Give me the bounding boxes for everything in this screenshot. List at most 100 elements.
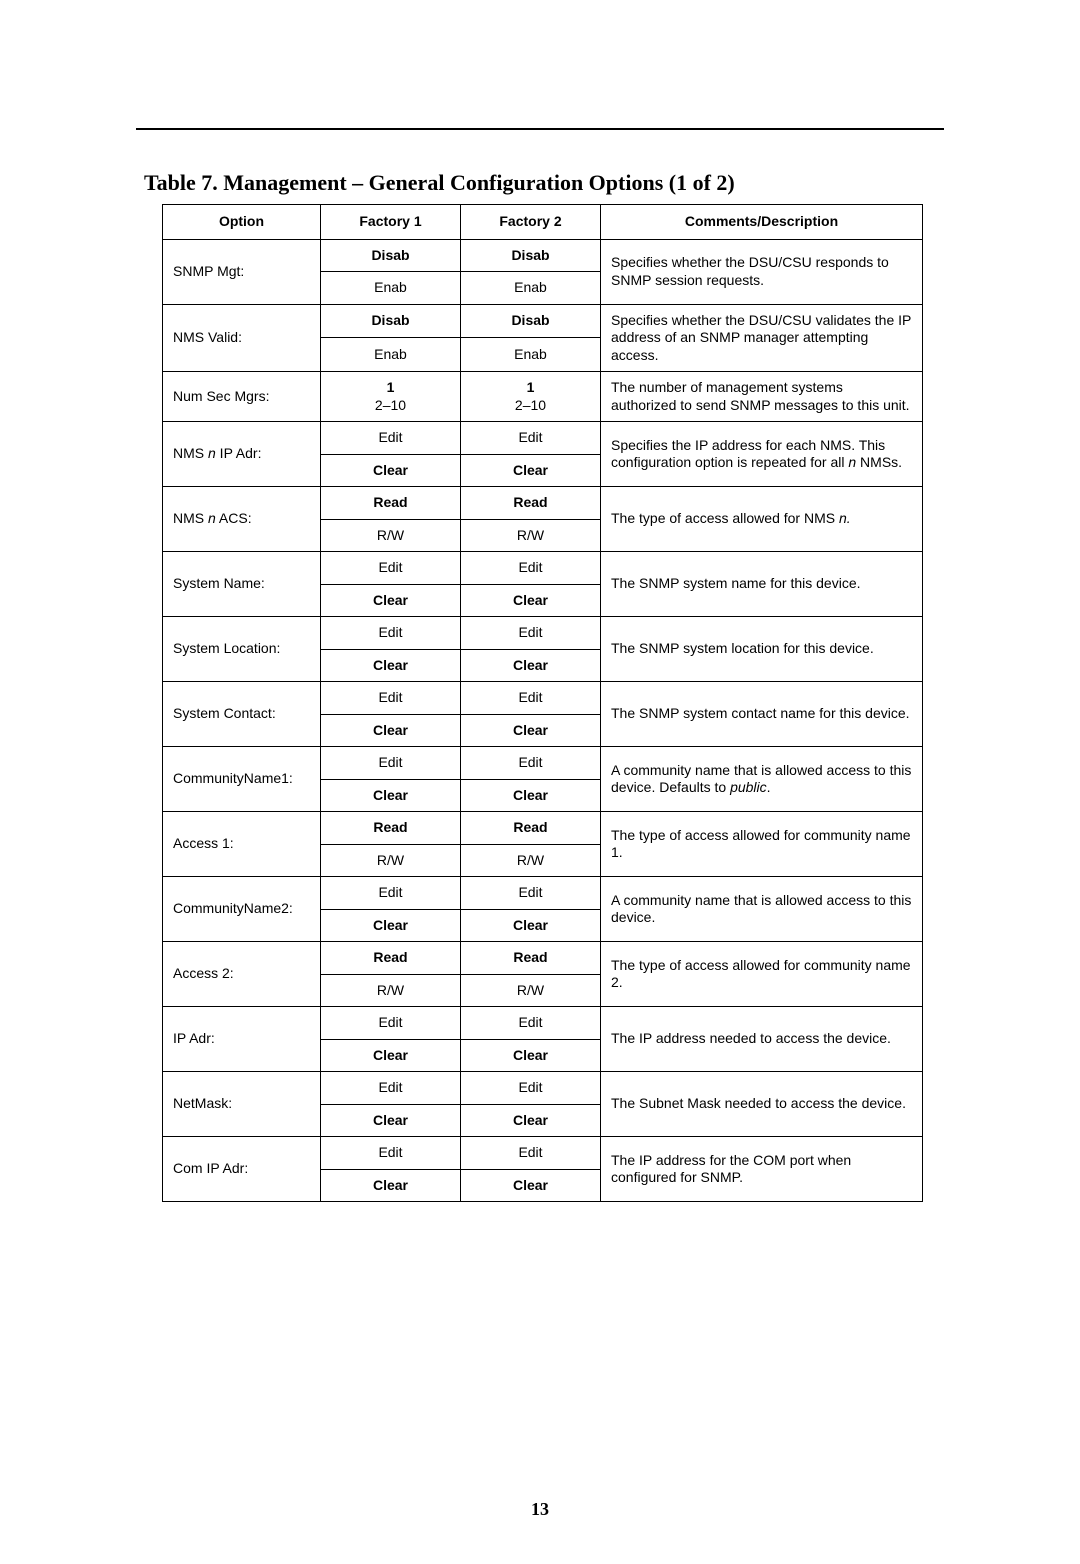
th-factory2: Factory 2	[461, 205, 601, 240]
table-row: NetMask:EditEditThe Subnet Mask needed t…	[163, 1072, 923, 1105]
table-row: System Location:EditEditThe SNMP system …	[163, 617, 923, 650]
factory2-cell: Clear	[461, 584, 601, 617]
table-row: NMS Valid:DisabDisabSpecifies whether th…	[163, 304, 923, 338]
factory1-cell: Read	[321, 942, 461, 975]
description-cell: A community name that is allowed access …	[601, 747, 923, 812]
factory1-cell: Edit	[321, 1007, 461, 1040]
factory2-cell: R/W	[461, 844, 601, 877]
factory2-cell: Edit	[461, 1007, 601, 1040]
description-cell: The type of access allowed for community…	[601, 812, 923, 877]
option-cell: Access 1:	[163, 812, 321, 877]
factory1-cell: 12–10	[321, 372, 461, 422]
table-row: NMS n ACS:ReadReadThe type of access all…	[163, 487, 923, 520]
option-cell: NMS n ACS:	[163, 487, 321, 552]
factory1-cell: Edit	[321, 617, 461, 650]
factory2-cell: Edit	[461, 617, 601, 650]
top-rule	[136, 128, 944, 130]
option-cell: IP Adr:	[163, 1007, 321, 1072]
th-comments: Comments/Description	[601, 205, 923, 240]
th-factory1: Factory 1	[321, 205, 461, 240]
factory2-cell: Edit	[461, 747, 601, 780]
factory1-cell: Clear	[321, 1104, 461, 1137]
factory2-cell: Clear	[461, 454, 601, 487]
factory1-cell: Edit	[321, 1137, 461, 1170]
table-row: System Name:EditEditThe SNMP system name…	[163, 552, 923, 585]
option-cell: System Contact:	[163, 682, 321, 747]
factory1-cell: Edit	[321, 552, 461, 585]
factory2-cell: Edit	[461, 682, 601, 715]
factory1-cell: Edit	[321, 422, 461, 455]
description-cell: The number of management systems authori…	[601, 372, 923, 422]
factory1-cell: Edit	[321, 877, 461, 910]
factory2-cell: Clear	[461, 1104, 601, 1137]
factory1-cell: Clear	[321, 1169, 461, 1202]
factory2-cell: Edit	[461, 877, 601, 910]
factory2-cell: Clear	[461, 714, 601, 747]
factory2-cell: Read	[461, 942, 601, 975]
option-cell: Com IP Adr:	[163, 1137, 321, 1202]
table-row: SNMP Mgt:DisabDisabSpecifies whether the…	[163, 239, 923, 272]
table-row: NMS n IP Adr:EditEditSpecifies the IP ad…	[163, 422, 923, 455]
factory1-cell: Edit	[321, 1072, 461, 1105]
factory2-cell: R/W	[461, 974, 601, 1007]
factory1-cell: R/W	[321, 974, 461, 1007]
table-head: Option Factory 1 Factory 2 Comments/Desc…	[163, 205, 923, 240]
description-cell: Specifies whether the DSU/CSU validates …	[601, 304, 923, 372]
description-cell: The SNMP system contact name for this de…	[601, 682, 923, 747]
option-cell: Access 2:	[163, 942, 321, 1007]
option-cell: System Location:	[163, 617, 321, 682]
factory2-cell: Clear	[461, 909, 601, 942]
factory2-cell: Clear	[461, 649, 601, 682]
page-number: 13	[0, 1499, 1080, 1520]
factory1-cell: Enab	[321, 272, 461, 305]
table-caption: Table 7. Management – General Configurat…	[136, 170, 944, 196]
option-cell: NetMask:	[163, 1072, 321, 1137]
table-row: Num Sec Mgrs:12–1012–10The number of man…	[163, 372, 923, 422]
description-cell: The SNMP system location for this device…	[601, 617, 923, 682]
factory1-cell: Clear	[321, 454, 461, 487]
description-cell: The IP address needed to access the devi…	[601, 1007, 923, 1072]
factory1-cell: Clear	[321, 649, 461, 682]
factory2-cell: Read	[461, 812, 601, 845]
description-cell: The type of access allowed for community…	[601, 942, 923, 1007]
factory1-cell: Clear	[321, 779, 461, 812]
factory1-cell: R/W	[321, 844, 461, 877]
factory1-cell: Edit	[321, 682, 461, 715]
factory2-cell: Edit	[461, 552, 601, 585]
factory1-cell: Enab	[321, 338, 461, 372]
factory1-cell: Disab	[321, 304, 461, 338]
page: Table 7. Management – General Configurat…	[0, 0, 1080, 1564]
table-row: Access 1:ReadReadThe type of access allo…	[163, 812, 923, 845]
factory2-cell: R/W	[461, 519, 601, 552]
factory2-cell: Clear	[461, 779, 601, 812]
factory2-cell: Enab	[461, 338, 601, 372]
factory2-cell: 12–10	[461, 372, 601, 422]
option-cell: SNMP Mgt:	[163, 239, 321, 304]
table-row: IP Adr:EditEditThe IP address needed to …	[163, 1007, 923, 1040]
factory2-cell: Edit	[461, 422, 601, 455]
option-cell: NMS Valid:	[163, 304, 321, 372]
table-body: SNMP Mgt:DisabDisabSpecifies whether the…	[163, 239, 923, 1202]
factory2-cell: Edit	[461, 1137, 601, 1170]
factory2-cell: Clear	[461, 1039, 601, 1072]
config-options-table: Option Factory 1 Factory 2 Comments/Desc…	[162, 204, 923, 1202]
th-option: Option	[163, 205, 321, 240]
description-cell: Specifies whether the DSU/CSU responds t…	[601, 239, 923, 304]
description-cell: The type of access allowed for NMS n.	[601, 487, 923, 552]
table-row: CommunityName2:EditEditA community name …	[163, 877, 923, 910]
table-row: Com IP Adr:EditEditThe IP address for th…	[163, 1137, 923, 1170]
option-cell: CommunityName2:	[163, 877, 321, 942]
option-cell: CommunityName1:	[163, 747, 321, 812]
table-header-row: Option Factory 1 Factory 2 Comments/Desc…	[163, 205, 923, 240]
table-row: System Contact:EditEditThe SNMP system c…	[163, 682, 923, 715]
factory1-cell: Disab	[321, 239, 461, 272]
option-cell: System Name:	[163, 552, 321, 617]
factory1-cell: Clear	[321, 1039, 461, 1072]
table-row: CommunityName1:EditEditA community name …	[163, 747, 923, 780]
factory1-cell: Edit	[321, 747, 461, 780]
factory2-cell: Clear	[461, 1169, 601, 1202]
table-row: Access 2:ReadReadThe type of access allo…	[163, 942, 923, 975]
factory2-cell: Disab	[461, 239, 601, 272]
description-cell: Specifies the IP address for each NMS. T…	[601, 422, 923, 487]
option-cell: Num Sec Mgrs:	[163, 372, 321, 422]
